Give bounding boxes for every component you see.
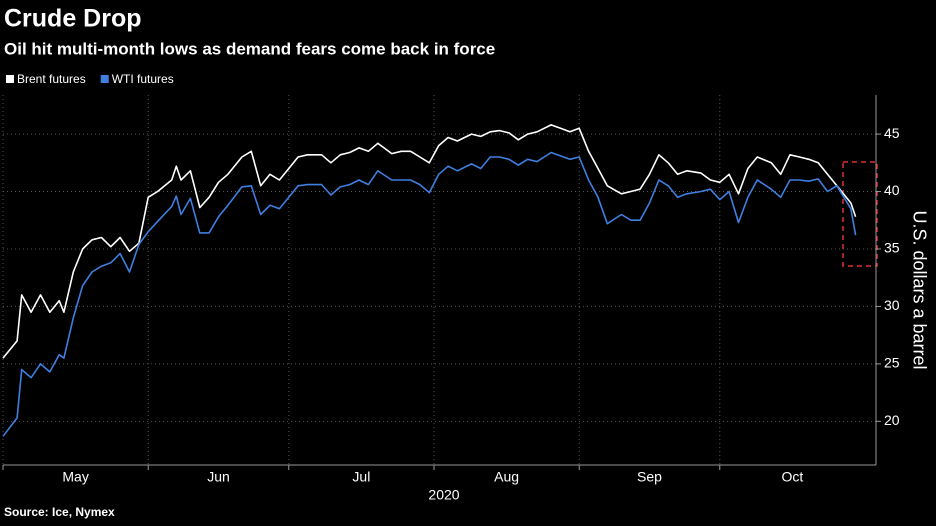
chart-title: Crude Drop [4, 5, 142, 33]
legend-swatch [6, 75, 14, 83]
y-tick-label: 30 [884, 297, 900, 313]
y-tick-label: 25 [884, 355, 900, 371]
x-tick-label: Jun [207, 469, 230, 485]
x-tick-label: May [62, 469, 88, 485]
source: Source: Ice, Nymex [4, 505, 115, 519]
x-tick-label: Aug [494, 469, 519, 485]
chart-subtitle: Oil hit multi-month lows as demand fears… [4, 39, 495, 58]
series-line [2, 151, 857, 437]
legend-swatch [100, 75, 109, 83]
y-tick-label: 45 [884, 125, 900, 141]
y-axis-label: U.S. dollars a barrel [909, 210, 929, 369]
highlight-box [842, 161, 878, 267]
y-tick-label: 40 [884, 182, 900, 198]
x-tick-label: Oct [781, 469, 803, 485]
y-tick-label: 20 [884, 412, 900, 428]
x-axis-label: 2020 [428, 487, 459, 503]
series-line [2, 124, 857, 359]
legend-label: WTI futures [112, 72, 174, 86]
x-tick-label: Jul [352, 469, 370, 485]
legend-label: Brent futures [17, 72, 86, 86]
y-tick-label: 35 [884, 240, 900, 256]
x-tick-label: Sep [637, 469, 662, 485]
